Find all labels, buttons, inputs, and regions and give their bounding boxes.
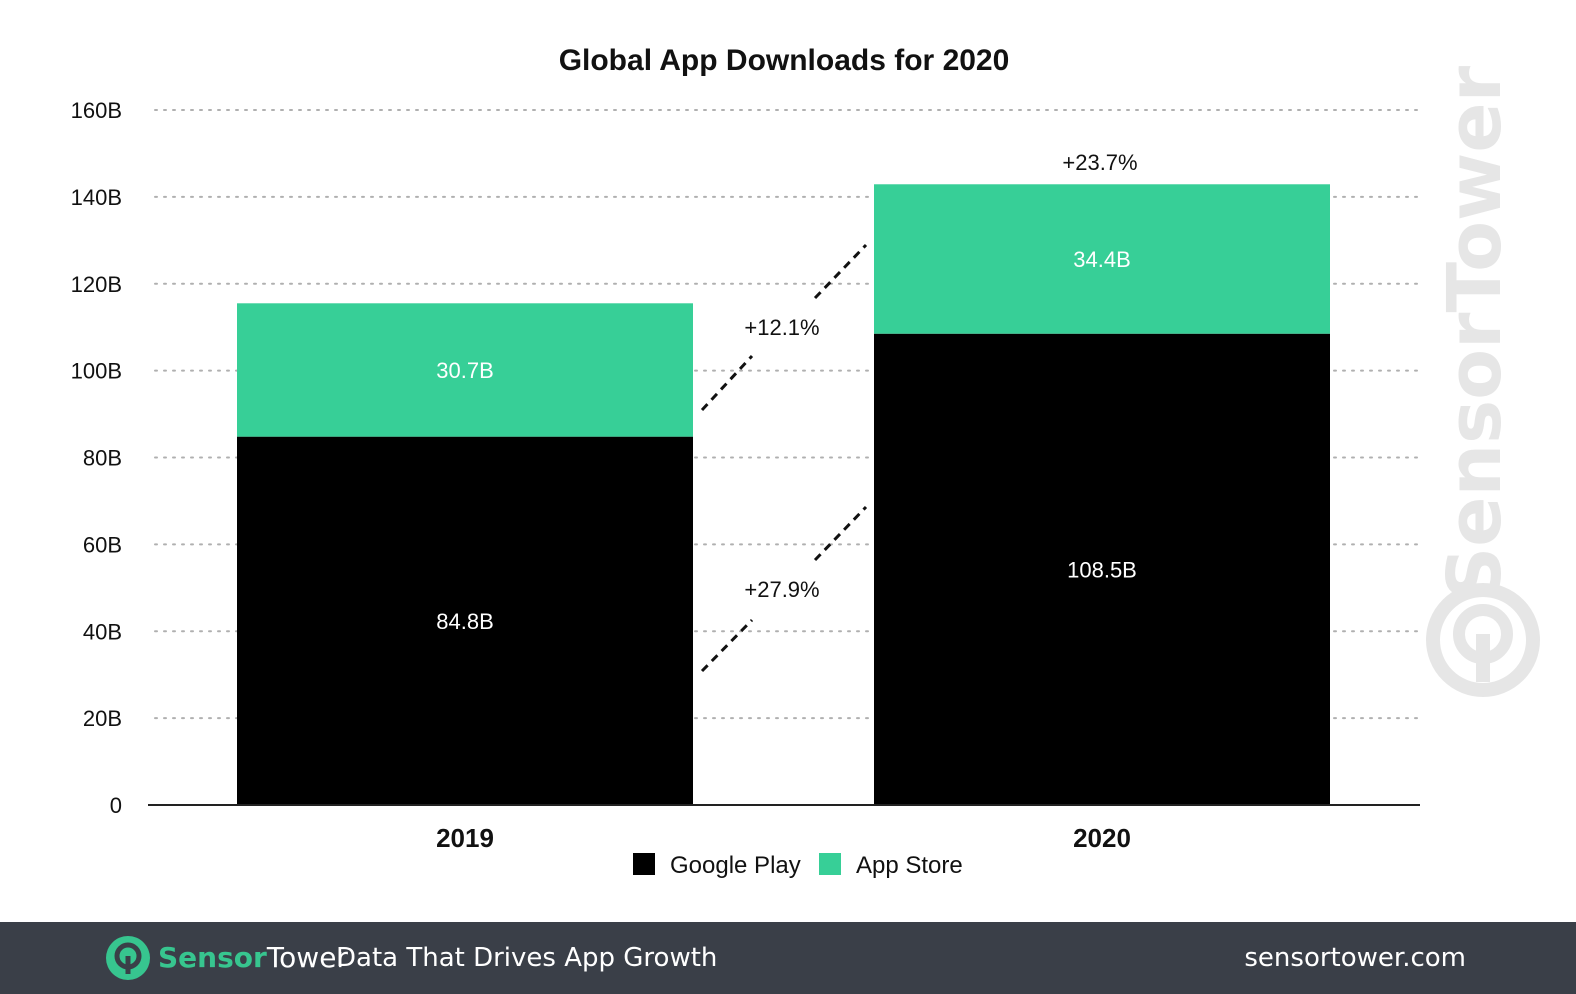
google-play-growth-label: +27.9% (744, 577, 819, 602)
y-tick-label: 100B (71, 359, 122, 384)
chart-title: Global App Downloads for 2020 (559, 44, 1010, 77)
bars: 84.8B 30.7B 108.5B 34.4B (237, 184, 1330, 805)
app-store-growth-label: +12.1% (744, 315, 819, 340)
legend-label-app-store: App Store (856, 852, 963, 879)
sensortower-logo-icon (106, 936, 150, 980)
connector-app-store-upper (813, 243, 868, 300)
data-label-google-play-2019: 84.8B (436, 609, 494, 634)
x-category-label-2019: 2019 (436, 823, 494, 853)
brand-part-tower: Tower (266, 941, 348, 974)
legend-label-google-play: Google Play (670, 852, 801, 879)
bar-app-store-2020 (874, 184, 1330, 334)
bar-google-play-2020 (874, 333, 1330, 805)
y-tick-label: 0 (110, 793, 122, 818)
legend: Google Play App Store (633, 852, 963, 879)
y-tick-label: 20B (83, 706, 122, 731)
watermark: SensorTower (1432, 65, 1518, 600)
legend-swatch-google-play (633, 853, 655, 875)
connector-app-store-lower (700, 354, 754, 412)
sensortower-logo-icon (1426, 583, 1540, 697)
y-axis-ticks: 0 20B 40B 60B 80B 100B 120B 140B 160B (71, 98, 122, 818)
y-tick-label: 60B (83, 532, 122, 557)
total-growth-label: +23.7% (1062, 150, 1137, 175)
brand-part-sensor: Sensor (158, 941, 267, 974)
chart: SensorTower Global App Downloads for 202… (71, 44, 1540, 879)
y-tick-label: 140B (71, 185, 122, 210)
y-tick-label: 40B (83, 619, 122, 644)
bar-app-store-2019 (237, 303, 693, 437)
data-label-google-play-2020: 108.5B (1067, 557, 1137, 582)
legend-swatch-app-store (819, 853, 841, 875)
y-tick-label: 80B (83, 446, 122, 471)
bar-google-play-2019 (237, 436, 693, 805)
data-label-app-store-2020: 34.4B (1073, 247, 1131, 272)
footer-bar: SensorTower Data That Drives App Growth … (0, 922, 1576, 994)
footer-url-link[interactable]: sensortower.com (1244, 943, 1466, 973)
watermark-text: SensorTower (1432, 65, 1518, 600)
y-tick-label: 160B (71, 98, 122, 123)
growth-connectors (700, 243, 868, 673)
x-axis-categories: 2019 2020 (436, 823, 1131, 853)
connector-google-play-lower (700, 618, 754, 673)
connector-google-play-upper (813, 505, 868, 562)
x-category-label-2020: 2020 (1073, 823, 1131, 853)
footer-brand: SensorTower (158, 938, 348, 978)
y-tick-label: 120B (71, 272, 122, 297)
data-label-app-store-2019: 30.7B (436, 358, 494, 383)
footer-tagline: Data That Drives App Growth (336, 943, 718, 973)
